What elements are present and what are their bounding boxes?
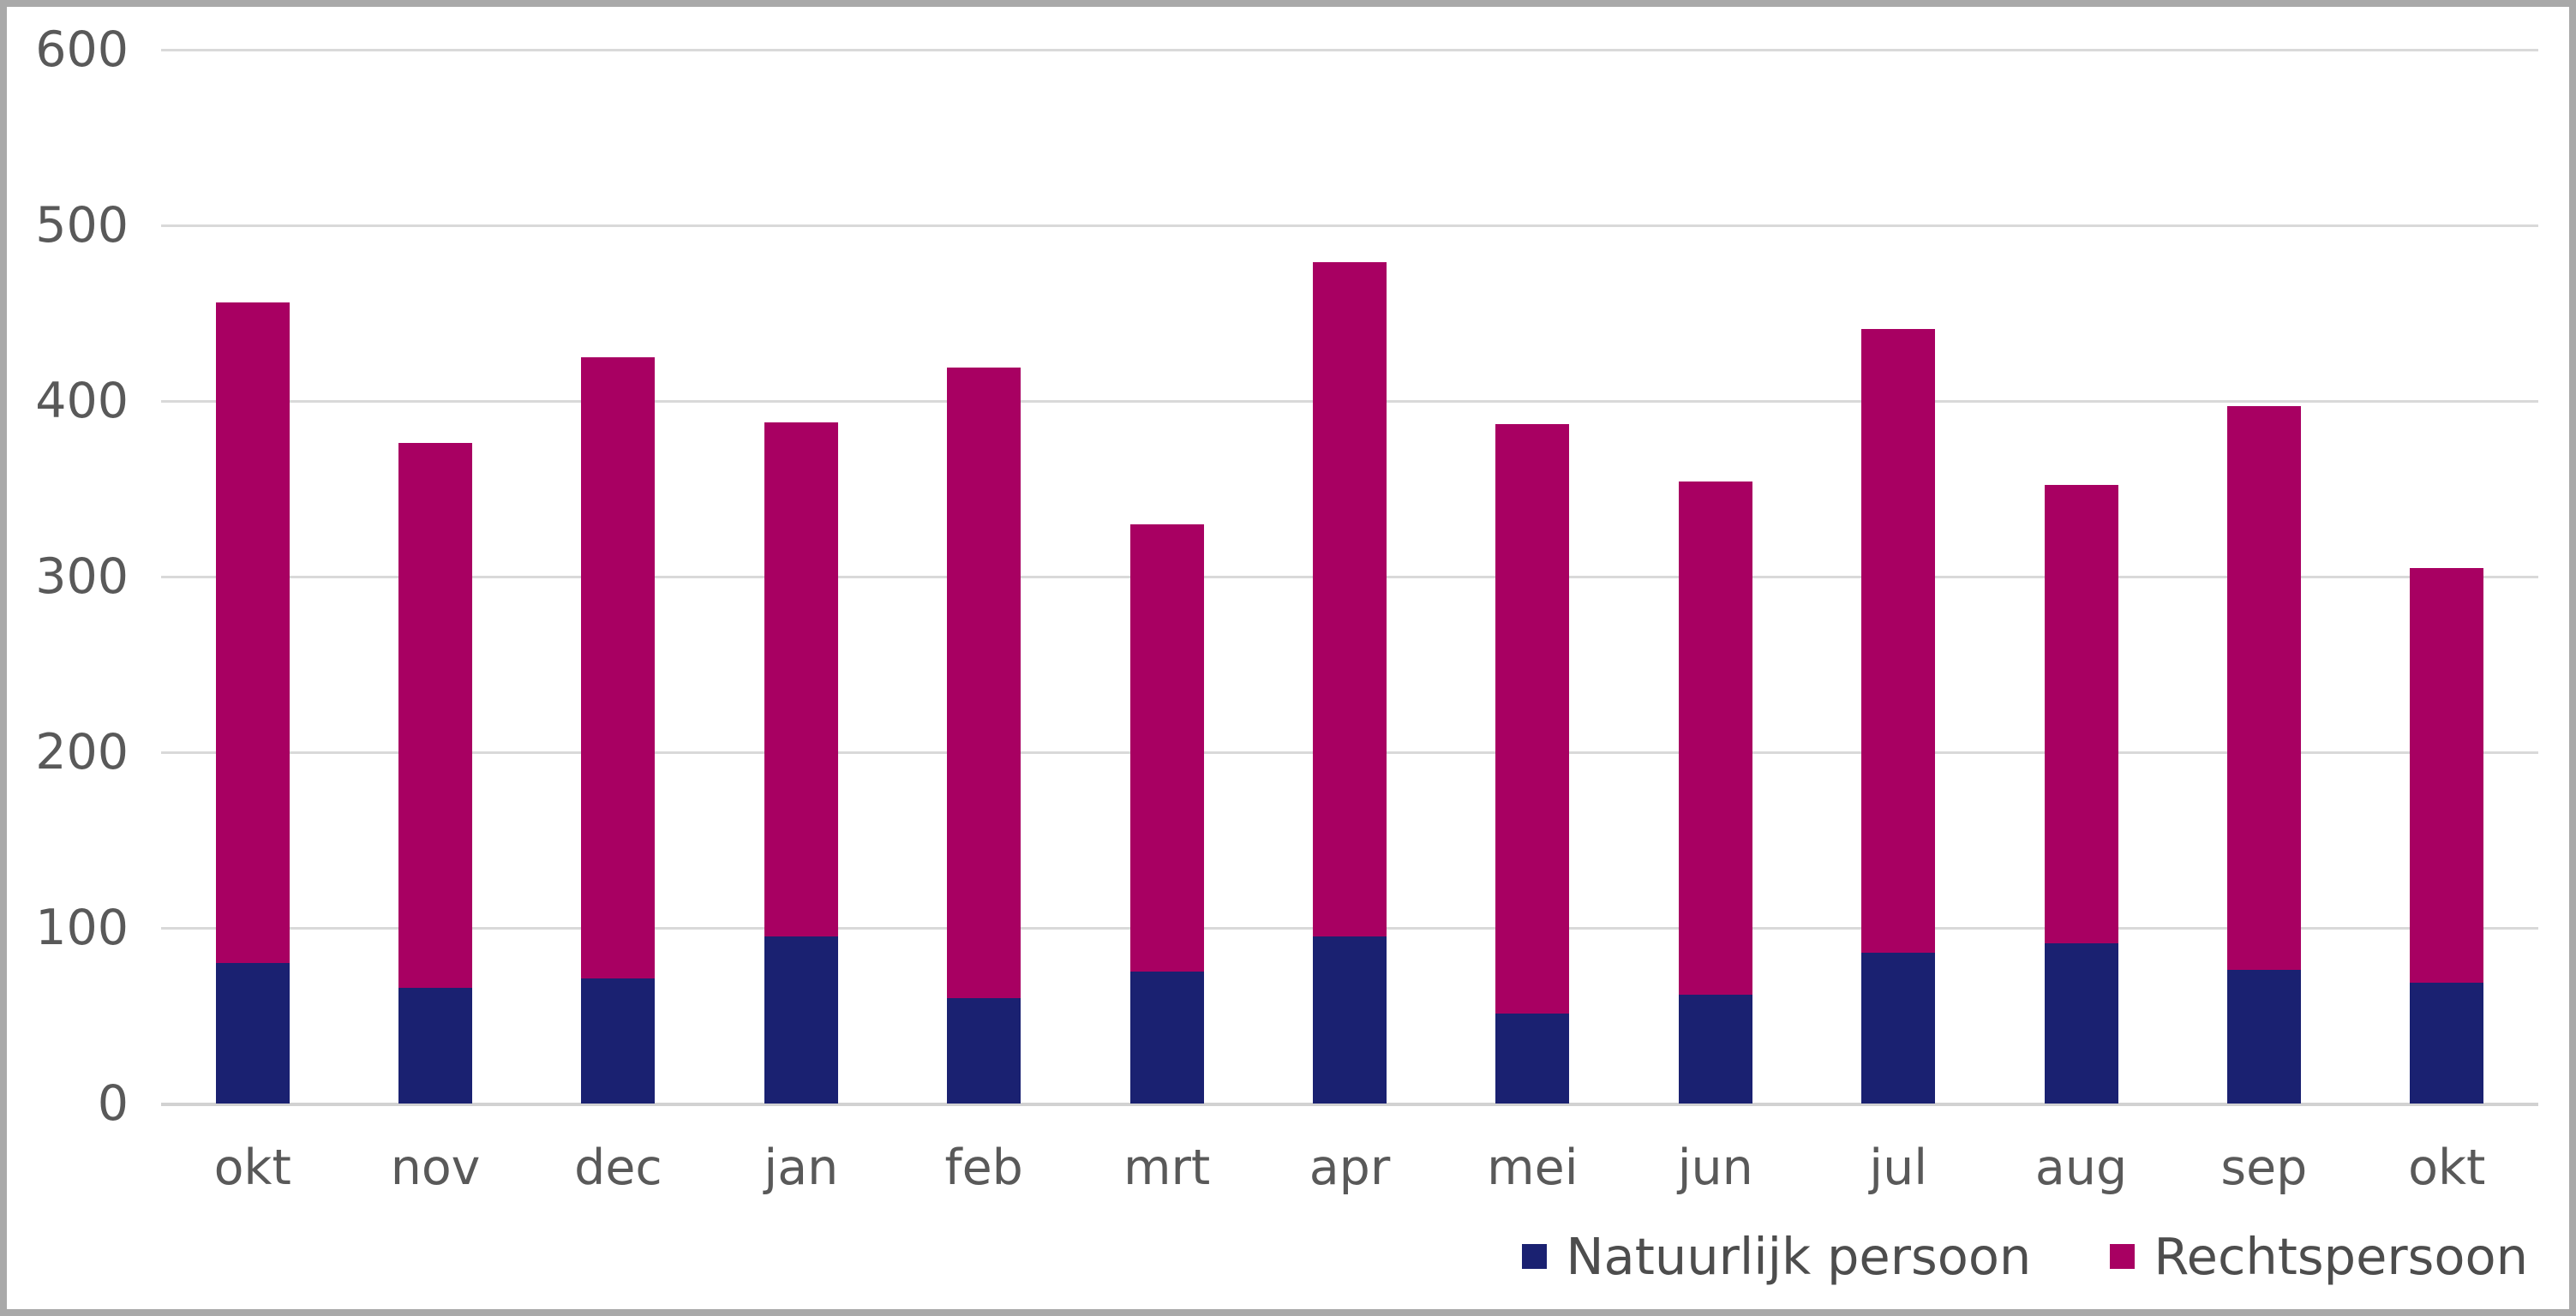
gridline-500 [161, 224, 2538, 227]
legend-label: Natuurlijk persoon [1566, 1227, 2032, 1286]
y-tick-label-0: 0 [97, 1075, 129, 1132]
bar-sep-11-rechtspersoon [2226, 406, 2301, 971]
y-tick-label-100: 100 [35, 900, 129, 956]
y-tick-label-600: 600 [35, 21, 129, 78]
bar-okt-12-rechtspersoon [2410, 567, 2484, 983]
legend-item-natuurlijk-persoon: Natuurlijk persoon [1522, 1227, 2031, 1286]
x-tick-label-feb-4: feb [944, 1140, 1023, 1196]
x-tick-label-apr-6: apr [1309, 1140, 1391, 1196]
y-tick-label-200: 200 [35, 724, 129, 781]
x-tick-label-sep-11: sep [2220, 1140, 2308, 1196]
bar-mrt-5-natuurlijk-persoon [1129, 972, 1204, 1104]
x-tick-label-okt-12: okt [2408, 1140, 2486, 1196]
y-tick-label-300: 300 [35, 548, 129, 605]
legend-label: Rechtspersoon [2154, 1227, 2528, 1286]
x-tick-label-dec-2: dec [574, 1140, 662, 1196]
bar-apr-6-rechtspersoon [1313, 262, 1387, 937]
bar-okt-0-natuurlijk-persoon [215, 963, 290, 1104]
bar-feb-4-natuurlijk-persoon [947, 998, 1021, 1104]
legend: Natuurlijk persoon Rechtspersoon [1522, 1227, 2528, 1286]
bar-dec-2-rechtspersoon [581, 356, 656, 979]
x-tick-label-okt-0: okt [213, 1140, 291, 1196]
x-tick-label-jun-8: jun [1677, 1140, 1753, 1196]
x-tick-label-mei-7: mei [1487, 1140, 1579, 1196]
bar-mei-7-rechtspersoon [1495, 423, 1570, 1014]
y-tick-label-400: 400 [35, 373, 129, 429]
bar-jul-9-natuurlijk-persoon [1861, 952, 1936, 1104]
bar-mrt-5-rechtspersoon [1129, 523, 1204, 972]
bar-nov-1-natuurlijk-persoon [398, 987, 473, 1104]
legend-swatch-icon [1522, 1244, 1548, 1269]
bar-jun-8-natuurlijk-persoon [1678, 994, 1752, 1104]
bar-aug-10-natuurlijk-persoon [2044, 943, 2118, 1104]
bar-mei-7-natuurlijk-persoon [1495, 1014, 1570, 1104]
x-tick-label-aug-10: aug [2034, 1140, 2128, 1196]
y-tick-label-500: 500 [35, 197, 129, 254]
legend-swatch-icon [2110, 1244, 2136, 1269]
bar-jun-8-rechtspersoon [1678, 482, 1752, 995]
bar-feb-4-rechtspersoon [947, 368, 1021, 998]
bar-aug-10-rechtspersoon [2044, 485, 2118, 944]
bar-jan-3-natuurlijk-persoon [764, 936, 838, 1104]
x-tick-label-mrt-5: mrt [1123, 1140, 1211, 1196]
gridline-0 [161, 1102, 2538, 1106]
bar-apr-6-natuurlijk-persoon [1313, 936, 1387, 1104]
bar-jul-9-rechtspersoon [1861, 328, 1936, 953]
bar-sep-11-natuurlijk-persoon [2226, 970, 2301, 1104]
bar-okt-0-rechtspersoon [215, 302, 290, 963]
x-tick-label-jul-9: jul [1869, 1140, 1928, 1196]
bar-okt-12-natuurlijk-persoon [2410, 982, 2484, 1104]
legend-item-rechtspersoon: Rechtspersoon [2110, 1227, 2528, 1286]
x-tick-label-nov-1: nov [390, 1140, 481, 1196]
bar-jan-3-rechtspersoon [764, 422, 838, 937]
bar-dec-2-natuurlijk-persoon [581, 978, 656, 1104]
bar-nov-1-rechtspersoon [398, 443, 473, 988]
gridline-600 [161, 48, 2538, 51]
x-tick-label-jan-3: jan [764, 1140, 839, 1196]
